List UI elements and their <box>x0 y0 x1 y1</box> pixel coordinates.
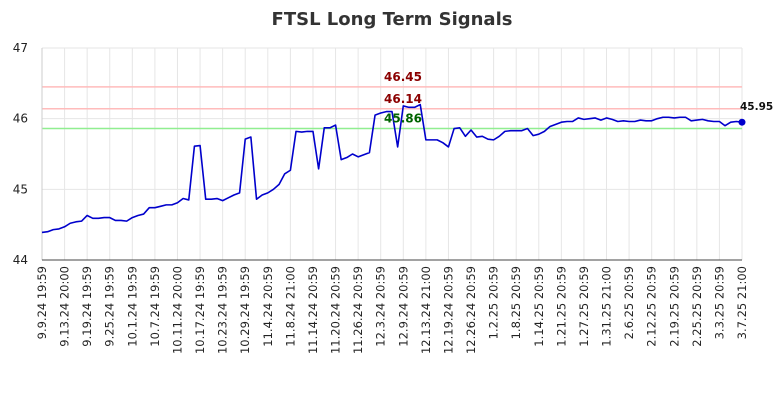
x-tick-label: 2.12.25 20:59 <box>645 266 659 347</box>
chart-title: FTSL Long Term Signals <box>272 9 513 30</box>
y-tick-label: 44 <box>13 253 28 267</box>
x-tick-label: 10.29.24 19:59 <box>238 266 252 354</box>
x-tick-label: 1.27.25 20:59 <box>577 266 591 347</box>
reference-lines <box>42 86 742 130</box>
x-tick-label: 10.23.24 19:59 <box>216 266 230 354</box>
x-tick-label: 11.20.24 20:59 <box>329 266 343 354</box>
grid <box>41 47 743 261</box>
signal-label-46.14: 46.14 <box>384 92 422 106</box>
x-tick-label: 9.13.24 20:00 <box>58 266 72 347</box>
last-point-marker <box>738 118 746 126</box>
x-tick-label: 11.14.24 20:59 <box>306 266 320 354</box>
x-tick-label: 9.9.24 19:59 <box>35 266 49 339</box>
x-tick-label: 11.4.24 20:59 <box>261 266 275 347</box>
x-tick-label: 10.1.24 19:59 <box>125 266 139 347</box>
y-tick-label: 45 <box>13 182 28 196</box>
x-tick-label: 10.7.24 19:59 <box>148 266 162 347</box>
x-tick-label: 11.8.24 21:00 <box>283 266 297 347</box>
x-tick-label: 9.19.24 19:59 <box>80 266 94 347</box>
x-tick-label: 12.19.24 20:59 <box>441 266 455 354</box>
x-tick-label: 1.21.25 20:59 <box>554 266 568 347</box>
annotation-layer: 46.45 46.14 45.86 45.95 <box>384 70 773 126</box>
x-tick-label: 10.17.24 19:59 <box>193 266 207 354</box>
x-tick-label: 1.31.25 21:00 <box>600 266 614 347</box>
signal-label-46.45: 46.45 <box>384 70 422 84</box>
x-tick-label: 2.19.25 20:59 <box>667 266 681 347</box>
last-value-label: 45.95 <box>740 101 773 113</box>
x-tick-label: 12.9.24 20:59 <box>396 266 410 347</box>
x-tick-label: 1.2.25 20:59 <box>487 266 501 339</box>
x-tick-label: 3.3.25 20:59 <box>712 266 726 339</box>
x-tick-label: 12.26.24 20:59 <box>464 266 478 354</box>
price-line <box>41 103 743 234</box>
x-tick-label: 1.8.25 20:59 <box>509 266 523 339</box>
y-tick-label: 46 <box>13 112 28 126</box>
x-tick-label: 10.11.24 20:00 <box>170 266 184 354</box>
x-tick-label: 2.25.25 20:59 <box>690 266 704 347</box>
y-tick-label: 47 <box>13 41 28 55</box>
x-tick-label: 3.7.25 21:00 <box>735 266 749 339</box>
x-tick-label: 2.6.25 20:59 <box>622 266 636 339</box>
x-tick-label: 9.25.24 19:59 <box>103 266 117 347</box>
x-tick-label: 11.26.24 20:59 <box>351 266 365 354</box>
series-layer <box>41 103 746 234</box>
x-tick-label: 12.3.24 20:59 <box>374 266 388 347</box>
x-tick-label: 12.13.24 21:00 <box>419 266 433 354</box>
axes: 44 45 46 47 9.9.24 19:59 9.13.24 20:00 9.19.24… <box>13 41 749 354</box>
x-tick-label: 1.14.25 20:59 <box>532 266 546 347</box>
signal-label-45.86: 45.86 <box>384 112 422 126</box>
